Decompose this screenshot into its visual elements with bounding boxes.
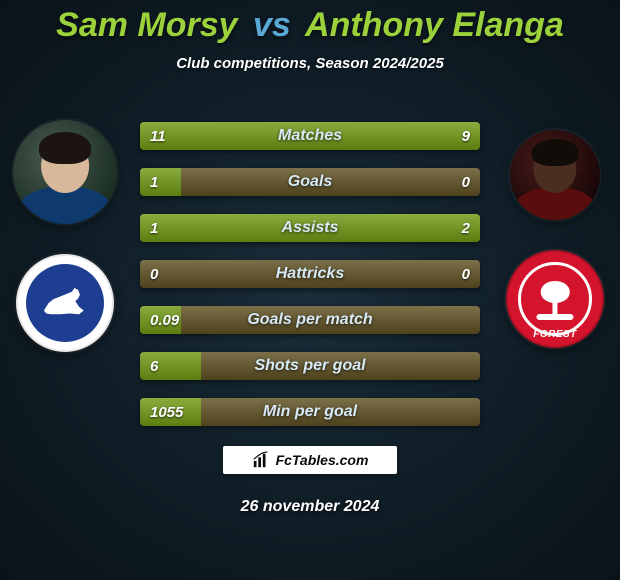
stat-label: Matches (278, 127, 342, 145)
stat-label: Hattricks (276, 265, 344, 283)
right-column: FOREST (500, 130, 610, 348)
stat-label: Min per goal (263, 403, 357, 421)
subtitle: Club competitions, Season 2024/2025 (0, 55, 620, 72)
stat-label: Goals (288, 173, 332, 191)
title-vs: vs (253, 6, 291, 44)
left-column (10, 120, 120, 352)
chart-icon (252, 451, 270, 469)
stat-value-right: 0 (452, 260, 480, 288)
player1-name: Sam Morsy (56, 6, 237, 44)
stat-label: Assists (282, 219, 339, 237)
stat-value-right (460, 398, 480, 426)
player1-face-icon (13, 120, 117, 224)
stat-value-left: 1055 (140, 398, 193, 426)
stat-value-right: 0 (452, 168, 480, 196)
stat-label: Shots per goal (254, 357, 365, 375)
comparison-title: Sam Morsy vs Anthony Elanga (0, 0, 620, 45)
stat-value-left: 1 (140, 214, 168, 242)
crest-label: FOREST (508, 329, 602, 340)
stat-value-left: 0.09 (140, 306, 189, 334)
stat-value-right: 2 (452, 214, 480, 242)
stat-row: 1 0 Goals (140, 168, 480, 196)
player2-name: Anthony Elanga (305, 6, 564, 44)
stat-row: 6 Shots per goal (140, 352, 480, 380)
stat-value-left: 11 (140, 122, 176, 150)
stat-label: Goals per match (247, 311, 372, 329)
stat-value-left: 1 (140, 168, 168, 196)
tree-icon (541, 281, 570, 316)
date-label: 26 november 2024 (0, 498, 620, 516)
stat-value-left: 6 (140, 352, 168, 380)
player2-avatar (510, 130, 600, 220)
player1-avatar (13, 120, 117, 224)
branding-text: FcTables.com (276, 452, 369, 468)
player2-face-icon (510, 130, 600, 220)
stat-value-right: 9 (452, 122, 480, 150)
player2-club-crest: FOREST (506, 250, 604, 348)
stat-value-left: 0 (140, 260, 168, 288)
stat-row: 0.09 Goals per match (140, 306, 480, 334)
stat-value-right (460, 352, 480, 380)
stat-row: 11 9 Matches (140, 122, 480, 150)
stat-row: 1 2 Assists (140, 214, 480, 242)
comparison-bars: 11 9 Matches 1 0 Goals 1 2 Assists 0 0 Hattricks 0.0… (140, 122, 480, 426)
stat-value-right (460, 306, 480, 334)
stat-row: 1055 Min per goal (140, 398, 480, 426)
branding-badge: FcTables.com (223, 446, 397, 474)
player1-club-crest (16, 254, 114, 352)
stat-row: 0 0 Hattricks (140, 260, 480, 288)
horse-icon (42, 284, 89, 321)
